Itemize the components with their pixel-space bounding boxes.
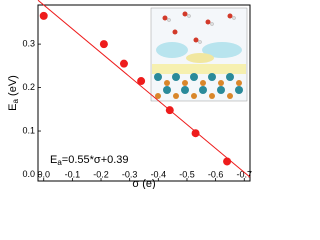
data-point xyxy=(137,77,146,86)
x-tick-label: -0.7 xyxy=(237,169,253,179)
fit-line xyxy=(37,0,251,178)
x-tick-label: -0.4 xyxy=(151,169,167,179)
x-tick-label: -0.5 xyxy=(179,169,195,179)
plot-frame xyxy=(37,4,251,182)
chart: σ (e) Ea (eV) Ea=0.55*σ+0.39 0.0 -0.1 -0.2… xyxy=(7,0,253,189)
y-label-unit: (eV) xyxy=(7,75,19,99)
y-tick-label: 0.3 xyxy=(22,38,35,48)
data-point xyxy=(119,59,128,68)
eq-main: E xyxy=(50,154,57,166)
x-tick-label: -0.2 xyxy=(93,169,109,179)
data-point xyxy=(223,157,232,166)
data-point xyxy=(99,40,108,49)
data-point xyxy=(39,11,48,20)
y-label-sub: a xyxy=(11,98,20,103)
x-axis-label: σ (e) xyxy=(132,178,155,189)
y-tick-label: 0.1 xyxy=(22,125,35,135)
x-tick-label: -0.1 xyxy=(65,169,81,179)
y-tick-label: 0.2 xyxy=(22,82,35,92)
fit-equation: Ea=0.55*σ+0.39 xyxy=(50,154,129,167)
inset-image xyxy=(150,7,248,102)
eq-rest: =0.55*σ+0.39 xyxy=(62,154,129,166)
eq-sub: a xyxy=(57,158,62,167)
data-point xyxy=(191,129,200,138)
y-axis-label: Ea (eV) xyxy=(7,75,20,111)
y-label-main: E xyxy=(7,103,19,110)
x-tick-label: -0.6 xyxy=(208,169,224,179)
data-point xyxy=(165,106,174,115)
x-tick-label: 0.0 xyxy=(37,169,50,179)
y-tick-label: 0.0 xyxy=(22,169,35,179)
x-tick-label: -0.3 xyxy=(122,169,138,179)
